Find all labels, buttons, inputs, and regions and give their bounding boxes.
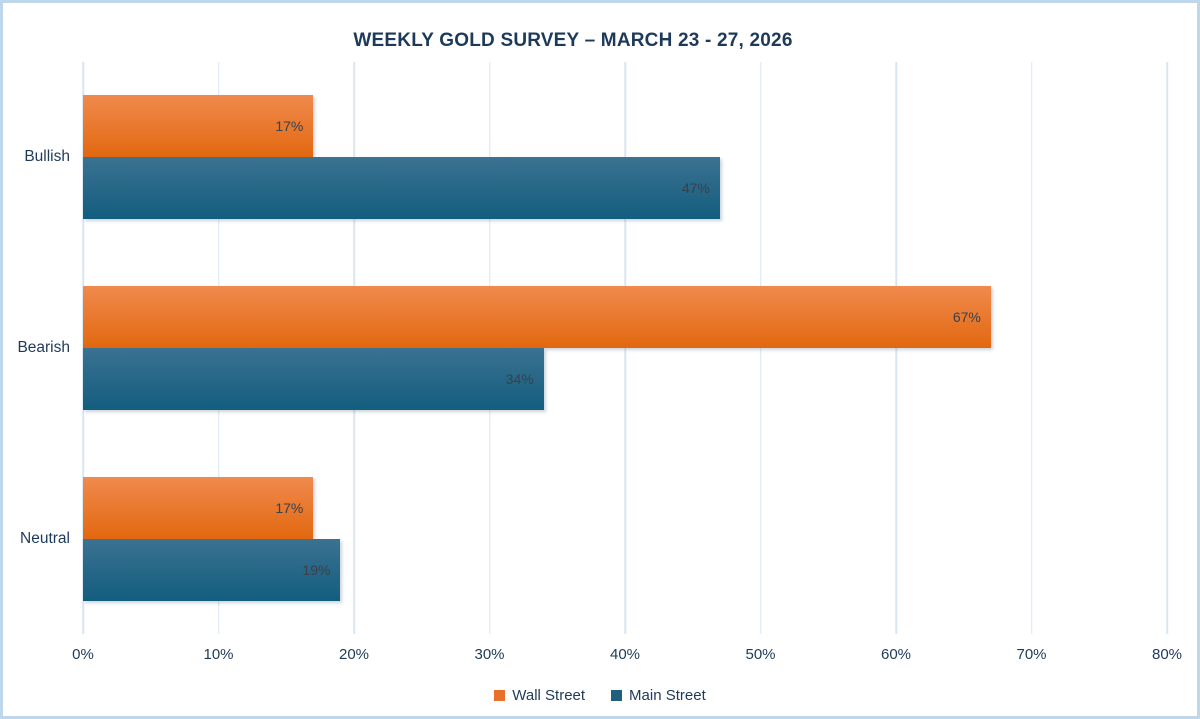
gridline (895, 62, 897, 634)
x-tick-label: 20% (338, 646, 370, 663)
data-label: 34% (505, 370, 534, 387)
data-label: 17% (275, 118, 304, 135)
plot-area: 17% 47% 67% 34% 17% 19% (82, 62, 1168, 634)
bar-main-street: 34% (83, 347, 544, 410)
legend-item-wall-street: Wall Street (494, 687, 585, 704)
bar-main-street: 19% (83, 538, 341, 601)
category-label-bearish: Bearish (17, 338, 70, 356)
x-tick-label: 70% (1016, 646, 1047, 663)
category-label-neutral: Neutral (20, 529, 70, 547)
category-group-bearish: 67% 34% (83, 253, 1167, 444)
x-tick-label: 30% (474, 646, 505, 663)
gridline (1030, 62, 1033, 634)
x-tick-label: 10% (203, 646, 234, 663)
data-label: 47% (681, 180, 710, 197)
gridline (759, 62, 762, 634)
x-tick-label: 60% (880, 646, 912, 663)
x-tick-label: 40% (609, 646, 641, 663)
legend-swatch-icon (494, 690, 506, 701)
gridline (624, 62, 626, 634)
gridline (1166, 62, 1168, 634)
x-tick-label: 50% (745, 646, 776, 663)
data-label: 17% (275, 499, 304, 516)
chart-title: WEEKLY GOLD SURVEY – MARCH 23 - 27, 2026 (353, 30, 793, 51)
legend-label: Wall Street (512, 687, 586, 704)
data-label: 67% (952, 308, 981, 325)
bar-wall-street: 17% (83, 476, 314, 539)
x-tick-label: 0% (72, 646, 94, 663)
bar-wall-street: 17% (83, 95, 314, 158)
legend-label: Main Street (629, 687, 706, 704)
category-label-bullish: Bullish (24, 148, 70, 166)
category-axis: Bullish Bearish Neutral (3, 62, 76, 634)
legend-swatch-icon (611, 690, 623, 701)
category-group-neutral: 17% 19% (83, 443, 1167, 634)
value-axis: 0% 10% 20% 30% 40% 50% 60% 70% 80% (72, 646, 1182, 666)
bar-wall-street: 67% (83, 285, 991, 348)
legend-item-main-street: Main Street (611, 687, 706, 704)
category-group-bullish: 17% 47% (83, 62, 1167, 253)
x-tick-label: 80% (1151, 646, 1183, 663)
data-label: 19% (302, 561, 331, 578)
bar-main-street: 47% (83, 157, 720, 220)
legend: Wall Street Main Street (3, 687, 1197, 704)
